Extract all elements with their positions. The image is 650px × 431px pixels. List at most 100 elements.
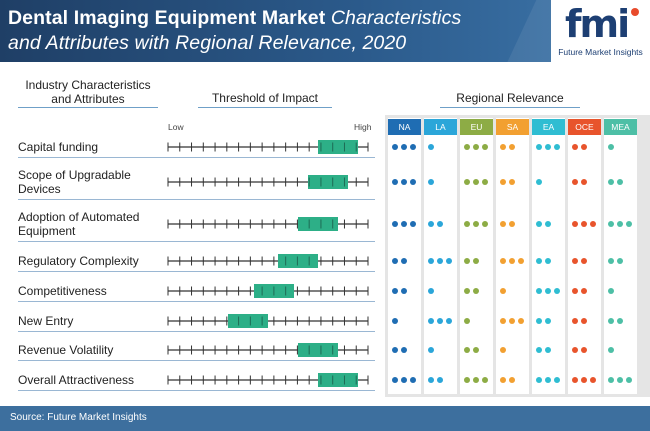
impact-bar [298,343,338,357]
relevance-dot [572,288,578,294]
row-label: Scope of Upgradable Devices [18,168,131,196]
relevance-dot [581,288,587,294]
relevance-dot [410,221,416,227]
relevance-dot [428,258,434,264]
relevance-dot [392,318,398,324]
relevance-dot [392,221,398,227]
relevance-dot [401,221,407,227]
relevance-dot [464,258,470,264]
relevance-dot [509,144,515,150]
relevance-dot [545,288,551,294]
relevance-dot [392,347,398,353]
relevance-dot [401,377,407,383]
relevance-dot [500,144,506,150]
relevance-dot [554,377,560,383]
relevance-dot [536,144,542,150]
header-underline [198,107,332,108]
relevance-dot [428,347,434,353]
relevance-dot [464,318,470,324]
region-header-eu: EU [460,119,493,135]
relevance-dot [500,318,506,324]
impact-bar [308,175,348,189]
chart-title-line1: Dental Imaging Equipment Market Characte… [8,7,461,30]
relevance-dot [401,288,407,294]
relevance-dot [509,221,515,227]
column-header-threshold: Threshold of Impact [211,91,319,105]
relevance-dot [428,318,434,324]
relevance-dot [581,318,587,324]
relevance-dot [437,258,443,264]
relevance-dot [428,221,434,227]
relevance-dot [617,179,623,185]
relevance-dot [428,288,434,294]
relevance-dot [572,377,578,383]
relevance-dot [572,144,578,150]
relevance-dot [545,318,551,324]
row-rule [18,157,375,158]
relevance-dot [590,377,596,383]
relevance-dot [617,221,623,227]
relevance-dot [536,179,542,185]
relevance-dot [536,347,542,353]
relevance-dot [608,318,614,324]
relevance-dot [500,258,506,264]
row-label: New Entry [18,314,74,328]
relevance-dot [437,318,443,324]
relevance-dot [572,258,578,264]
relevance-dot [446,318,452,324]
relevance-dot [608,377,614,383]
relevance-dot [473,347,479,353]
relevance-dot [626,221,632,227]
relevance-dot [572,347,578,353]
row-rule [18,331,375,332]
relevance-dot [536,318,542,324]
relevance-dot [581,221,587,227]
relevance-dot [392,377,398,383]
relevance-dot [608,347,614,353]
relevance-dot [608,221,614,227]
row-rule [18,271,375,272]
impact-bar [298,217,338,231]
scale-low-label: Low [168,122,184,132]
row-rule [18,241,375,242]
region-header-mea: MEA [604,119,637,135]
relevance-dot [482,221,488,227]
relevance-dot [401,179,407,185]
relevance-dot [473,377,479,383]
relevance-dot [509,377,515,383]
relevance-dot [572,221,578,227]
relevance-dot [518,318,524,324]
chart-title-line2: and Attributes with Regional Relevance, … [8,32,407,54]
region-header-oce: OCE [568,119,601,135]
title-italic-1: Characteristics [330,7,462,29]
relevance-dot [545,144,551,150]
region-header-sa: SA [496,119,529,135]
logo-text: Future Market Insights [558,47,643,57]
relevance-dot [500,377,506,383]
relevance-dot [509,258,515,264]
relevance-dot [545,377,551,383]
relevance-dot [401,258,407,264]
relevance-dot [617,377,623,383]
footer: Source: Future Market Insights [0,406,650,431]
scale-high-label: High [354,122,372,132]
relevance-dot [473,144,479,150]
relevance-dot [545,221,551,227]
relevance-dot [464,221,470,227]
relevance-dot [473,288,479,294]
row-label: Adoption of Automated Equipment [18,210,140,238]
relevance-dot [500,347,506,353]
relevance-dot [446,258,452,264]
row-label: Competitiveness [18,284,107,298]
relevance-dot [464,347,470,353]
relevance-dot [410,179,416,185]
row-label: Capital funding [18,140,99,154]
relevance-dot [401,144,407,150]
relevance-dot [536,221,542,227]
relevance-dot [581,179,587,185]
relevance-dot [572,318,578,324]
relevance-dot [581,347,587,353]
relevance-dot [500,179,506,185]
relevance-dot [581,377,587,383]
relevance-dot [392,179,398,185]
